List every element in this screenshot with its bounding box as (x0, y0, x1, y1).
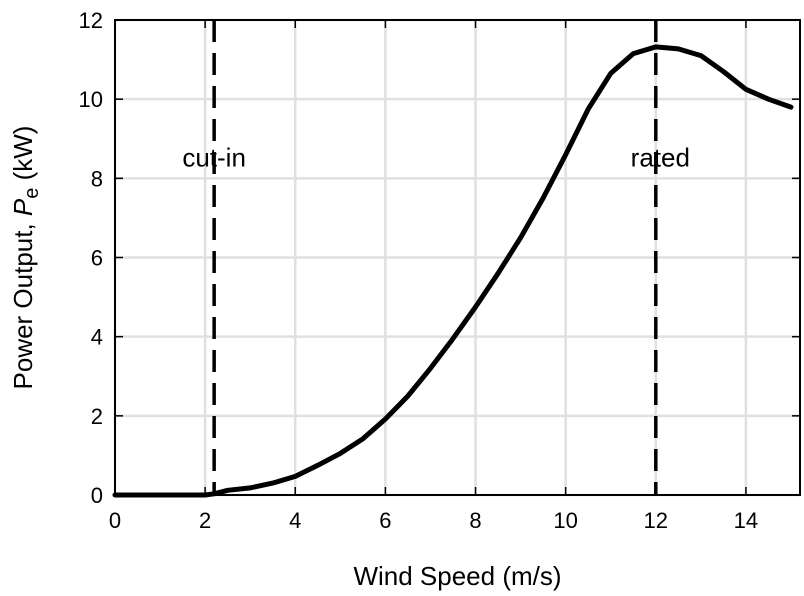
y-tick-label: 12 (79, 8, 103, 33)
x-tick-label: 6 (379, 508, 391, 533)
grid (113, 18, 800, 497)
y-tick-label: 0 (91, 483, 103, 508)
x-tick-label: 0 (109, 508, 121, 533)
y-tick-label: 10 (79, 87, 103, 112)
annotation-label: cut-in (182, 142, 246, 172)
power-curve-line (112, 44, 794, 498)
y-axis-label-unit: (kW) (8, 126, 38, 188)
x-tick-label: 14 (734, 508, 758, 533)
x-tick-label: 8 (469, 508, 481, 533)
y-axis-label: Power Output, Pe (kW) (8, 126, 43, 390)
reference-lines (212, 20, 658, 495)
x-tick-label: 12 (644, 508, 668, 533)
y-tick-label: 6 (91, 246, 103, 271)
x-tick-label: 4 (289, 508, 301, 533)
y-tick-label: 2 (91, 404, 103, 429)
series-layer (112, 44, 794, 498)
ticks: 0 2 4 6 8 10 12 14 0 2 4 6 8 10 12 (79, 8, 800, 533)
x-tick-label: 2 (199, 508, 211, 533)
annotations: cut-in rated (182, 142, 690, 172)
x-tick-label: 10 (553, 508, 577, 533)
y-axis-label-sub: e (21, 188, 43, 199)
y-tick-label: 8 (91, 166, 103, 191)
y-axis-label-var: P (8, 198, 38, 216)
x-axis-label: Wind Speed (m/s) (353, 561, 561, 591)
y-tick-label: 4 (91, 325, 103, 350)
y-axis-label-main: Power Output, (8, 216, 38, 389)
annotation-label: rated (631, 142, 690, 172)
